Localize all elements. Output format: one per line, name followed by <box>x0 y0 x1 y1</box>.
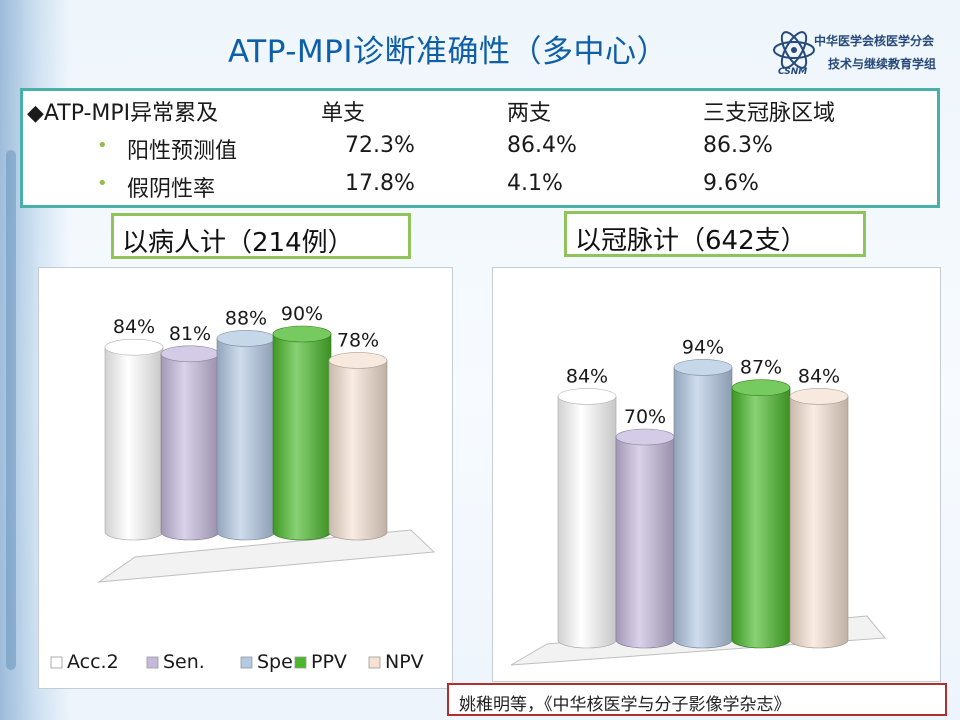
bar-npv <box>789 388 849 649</box>
patients-tag: 以病人计（214例） <box>111 213 411 259</box>
row-label: 假阴性率 <box>127 177 216 202</box>
summary-header-row: ◆ATP-MPI异常累及 单支 两支 三支冠脉区域 <box>23 95 937 131</box>
bar-top <box>216 330 276 347</box>
patients-tag-suffix: 例） <box>301 228 354 258</box>
bar-body <box>615 436 675 649</box>
vessels-tag-number: 642 <box>705 226 755 256</box>
summary-row-fnr: • 假阴性率 17.8% 4.1% 9.6% <box>23 171 937 207</box>
row-label: 阳性预测值 <box>127 139 238 164</box>
row-value-double: 4.1% <box>507 171 563 196</box>
bar-body <box>789 396 849 649</box>
bar-top <box>731 379 791 396</box>
bar-top <box>615 428 675 446</box>
bullet-icon: • <box>97 135 108 156</box>
data-label: 84% <box>798 365 840 387</box>
row-value-single: 17.8% <box>345 171 415 196</box>
row-value-triple: 9.6% <box>703 171 759 196</box>
atom-logo-icon <box>773 31 815 69</box>
legend-swatch <box>294 656 307 669</box>
citation-box: 姚稚明等，《中华核医学与分子影像学杂志》 <box>447 683 947 716</box>
summary-table: ◆ATP-MPI异常累及 单支 两支 三支冠脉区域 • 阳性预测值 72.3% … <box>20 88 940 208</box>
legend-item-acc2: Acc.2 <box>50 651 119 673</box>
society-logo: 中华医学会核医学分会 技术与继续教育学组 CSNM <box>770 22 950 86</box>
logo-subtitle: 技术与继续教育学组 <box>828 57 937 71</box>
legend-swatch <box>368 656 381 669</box>
bar-body <box>216 338 276 541</box>
patients-tag-prefix: 以病人计（ <box>122 228 253 258</box>
bar-ppv <box>731 379 791 649</box>
bar-spe <box>673 359 733 649</box>
summary-row-ppv: • 阳性预测值 72.3% 86.4% 86.3% <box>23 133 937 169</box>
data-label: 84% <box>113 316 155 338</box>
bullet-icon: • <box>97 173 108 194</box>
legend-label: Sen. <box>163 651 205 673</box>
bar-top <box>272 325 332 343</box>
legend-swatch <box>146 656 159 669</box>
logo-title: 中华医学会核医学分会 <box>814 34 935 48</box>
data-label: 94% <box>682 336 724 358</box>
chart-panel-patients: 84% 81% 88% 90% 78% Acc.2 Sen. Spe. PPV NPV <box>38 267 453 689</box>
header-col-single: 单支 <box>321 101 366 126</box>
chart-by-vessel: 84% 70% 94% 87% 84% <box>510 336 886 666</box>
vessels-tag: 以冠脉计（642支） <box>564 211 866 257</box>
row-value-single: 72.3% <box>345 133 415 158</box>
bar-body <box>731 387 791 649</box>
data-label: 88% <box>225 307 267 329</box>
bar-body <box>272 333 332 541</box>
legend-label: Acc.2 <box>67 651 119 673</box>
patients-tag-number: 214 <box>252 228 302 258</box>
legend-item-npv: NPV <box>368 651 424 673</box>
data-label: 90% <box>281 303 323 325</box>
bar-acc2 <box>557 388 617 649</box>
bar-npv <box>328 352 388 541</box>
bar-body <box>104 346 164 541</box>
header-label: ◆ATP-MPI异常累及 <box>27 101 219 126</box>
data-label: 84% <box>566 365 608 387</box>
bar-ppv <box>272 325 332 541</box>
legend-item-sen: Sen. <box>146 651 205 673</box>
header-col-triple: 三支冠脉区域 <box>703 101 836 126</box>
bar-top <box>328 352 388 369</box>
row-value-double: 86.4% <box>507 133 577 158</box>
data-label: 78% <box>337 329 379 351</box>
bar-acc2 <box>104 338 164 541</box>
bar-top <box>789 388 849 405</box>
data-label: 70% <box>624 406 666 428</box>
legend-label: Spe. <box>257 651 299 673</box>
bar-body <box>328 360 388 541</box>
legend-item-ppv: PPV <box>294 651 347 673</box>
legend-label: NPV <box>385 651 424 673</box>
vessels-tag-prefix: 以冠脉计（ <box>575 226 706 256</box>
data-label: 87% <box>740 357 782 379</box>
header-col-double: 两支 <box>507 101 552 126</box>
bar-body <box>160 353 220 541</box>
vessels-tag-suffix: 支） <box>754 226 807 256</box>
bar-top <box>673 359 733 376</box>
decorative-bamboo-stem <box>6 150 16 670</box>
bar-top <box>104 338 164 356</box>
bar-body <box>557 396 617 649</box>
chart-panel-vessels: 84% 70% 94% 87% 84% <box>492 267 941 682</box>
legend-label: PPV <box>311 651 347 673</box>
slide-title: ATP-MPI诊断准确性（多中心） <box>228 34 669 70</box>
bar-spe <box>216 330 276 541</box>
bar-top <box>160 345 220 363</box>
logo-abbreviation: CSNM <box>778 67 808 77</box>
row-value-triple: 86.3% <box>703 133 773 158</box>
data-label: 81% <box>169 323 211 345</box>
chart-by-patient: 84% 81% 88% 90% 78% Acc.2 Sen. Spe. PPV NPV <box>50 303 436 673</box>
bar-body <box>673 367 733 649</box>
legend-swatch <box>50 656 63 669</box>
bar-top <box>557 388 617 405</box>
legend-swatch <box>240 656 253 669</box>
bar-sen <box>615 428 675 649</box>
legend-item-spe: Spe. <box>240 651 299 673</box>
bar-sen <box>160 345 220 541</box>
chart-floor <box>97 529 436 583</box>
